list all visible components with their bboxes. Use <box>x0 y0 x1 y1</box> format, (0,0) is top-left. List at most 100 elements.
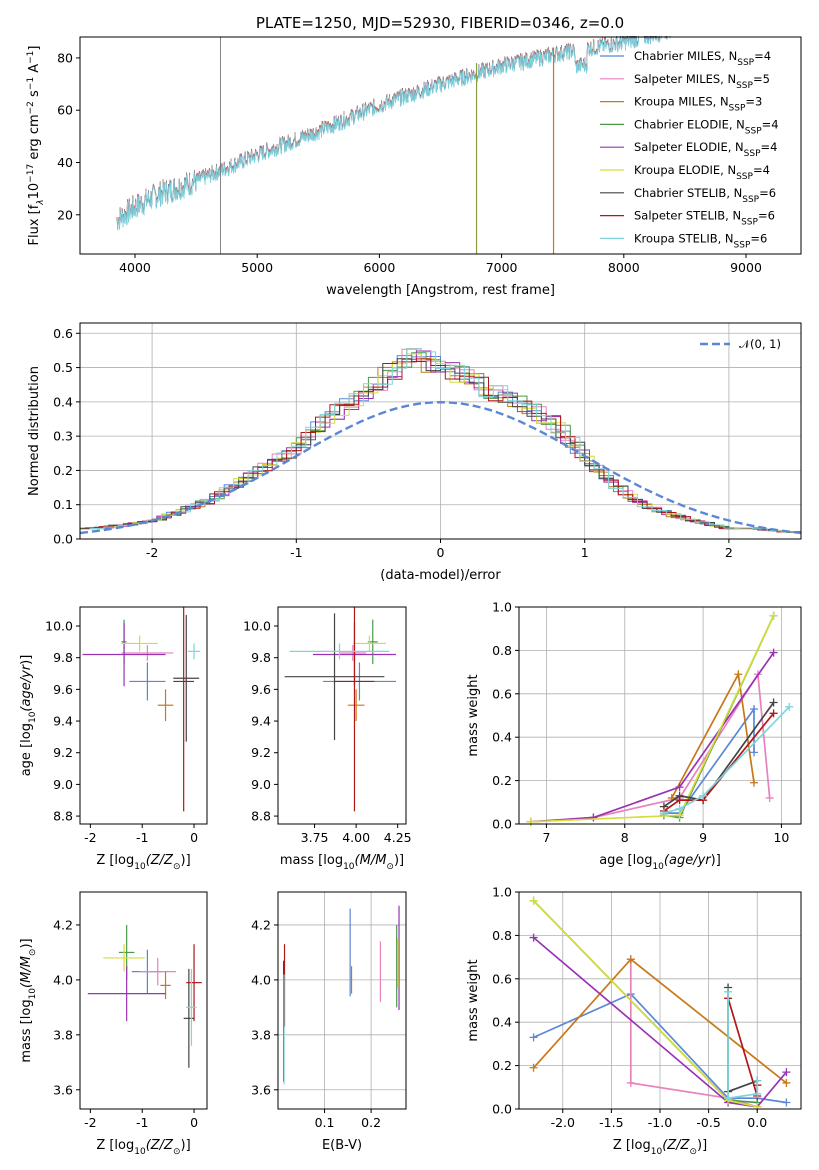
legend-label-salpeter_miles: Salpeter MILES, NSSP=5 <box>634 72 770 91</box>
y-tick-label: 9.6 <box>53 682 73 697</box>
y-tick-label: 9.4 <box>53 714 73 729</box>
spectrum-line <box>116 38 671 231</box>
y-axis-label: age [log10(age/yr)] <box>19 655 38 777</box>
x-axis-label: Z [log10(Z/Z⊙)] <box>96 853 190 872</box>
x-axis-label: Z [log10(Z/Z⊙)] <box>96 1138 190 1157</box>
figure-title: PLATE=1250, MJD=52930, FIBERID=0346, z=0… <box>256 14 624 32</box>
weight-line <box>727 991 759 1100</box>
y-tick-label: 9.2 <box>251 745 271 760</box>
y-tick-label: 9.8 <box>251 650 271 665</box>
weight-line <box>727 998 759 1097</box>
legend-label-kroupa_miles: Kroupa MILES, NSSP=3 <box>634 95 762 114</box>
y-axis-label: mass weight <box>466 674 481 756</box>
weight-marker <box>626 955 635 964</box>
y-tick-label: 9.4 <box>251 714 271 729</box>
axes-frame <box>79 891 208 1110</box>
x-tick-label: 3.75 <box>301 830 329 845</box>
y-tick-label: 20 <box>57 207 73 222</box>
legend-label-chabrier_elodie: Chabrier ELODIE, NSSP=4 <box>634 117 779 136</box>
x-tick-label: 0 <box>190 830 198 845</box>
x-tick-label: -0.5 <box>696 1115 720 1130</box>
y-tick-label: 0.2 <box>492 773 512 788</box>
x-tick-label: -1 <box>136 1115 148 1130</box>
legend-label-salpeter_stelib: Salpeter STELIB, NSSP=6 <box>634 209 775 228</box>
x-tick-label: 7000 <box>486 260 518 275</box>
x-tick-label: 0 <box>190 1115 198 1130</box>
axes-frame <box>79 606 208 825</box>
weight-marker <box>769 709 778 718</box>
y-tick-label: 40 <box>57 155 73 170</box>
weight-marker <box>753 1089 762 1098</box>
x-tick-label: 0.0 <box>747 1115 767 1130</box>
weight-marker <box>724 1094 733 1103</box>
weight-marker <box>724 987 733 996</box>
y-tick-label: 8.8 <box>53 809 73 824</box>
weight-marker <box>750 704 758 713</box>
legend-label-gaussian: 𝒩(0, 1) <box>739 337 781 351</box>
weight-marker <box>753 1076 762 1085</box>
x-axis-label: (data-model)/error <box>380 568 501 583</box>
y-axis-label: mass weight <box>466 959 481 1041</box>
histogram-step <box>80 352 801 533</box>
weight-line <box>663 712 775 812</box>
y-tick-label: 3.6 <box>251 1082 271 1097</box>
y-tick-label: 0.3 <box>53 429 73 444</box>
weight-marker <box>769 698 778 707</box>
weight-marker <box>529 896 538 905</box>
weight-marker <box>526 817 535 826</box>
weight-marker <box>782 1078 791 1087</box>
x-tick-label: -1.0 <box>648 1115 672 1130</box>
y-tick-label: 4.0 <box>251 972 271 987</box>
x-tick-label: -1 <box>290 545 302 560</box>
weight-marker <box>675 804 684 813</box>
y-tick-label: 0.5 <box>53 360 73 375</box>
weight-marker <box>529 1033 538 1042</box>
weight-marker <box>769 648 778 657</box>
y-tick-label: 3.8 <box>251 1027 271 1042</box>
y-tick-label: 80 <box>57 50 73 65</box>
x-axis-label: mass [log10(M/M⊙)] <box>280 853 404 872</box>
x-tick-label: 8 <box>621 830 629 845</box>
y-axis-label: mass [log10(M/M⊙)] <box>19 938 38 1062</box>
weight-line <box>533 936 788 1108</box>
x-tick-label: 4.25 <box>384 830 412 845</box>
y-tick-label: 0.0 <box>53 532 73 547</box>
y-tick-label: 10.0 <box>243 619 271 634</box>
x-tick-label: 4.00 <box>342 830 370 845</box>
panel-residuals: -2 -1 0 1 2 0.0 0.1 0.2 0.3 0.4 0.5 0.6 (data-model)… <box>27 322 802 583</box>
x-tick-label: 10 <box>773 830 789 845</box>
x-tick-label: 6000 <box>363 260 395 275</box>
weight-line <box>663 706 790 814</box>
weight-marker <box>626 1078 635 1087</box>
panels: 4000 5000 6000 7000 8000 900020406080waveleng… <box>19 36 802 1157</box>
weight-line <box>663 702 775 808</box>
y-tick-label: 0.2 <box>492 1058 512 1073</box>
weight-marker <box>765 793 774 802</box>
y-tick-label: 9.8 <box>53 650 73 665</box>
y-tick-label: 0.6 <box>53 326 73 341</box>
y-tick-label: 0.2 <box>53 463 73 478</box>
x-axis-label: age [log10(age/yr)] <box>599 853 721 872</box>
y-tick-label: 1.0 <box>492 600 512 615</box>
y-tick-label: 0.4 <box>53 394 73 409</box>
y-tick-label: 0.0 <box>492 817 512 832</box>
y-tick-label: 4.2 <box>53 917 73 932</box>
x-axis-label: Z [log10(Z/Z⊙)] <box>613 1138 707 1157</box>
weight-marker <box>734 670 743 679</box>
weight-marker <box>782 1098 791 1107</box>
x-tick-label: -2 <box>146 545 158 560</box>
x-tick-label: 7 <box>542 830 550 845</box>
weight-marker <box>699 791 708 800</box>
axes-frame <box>277 606 407 825</box>
x-tick-label: -2 <box>84 1115 96 1130</box>
weight-marker <box>750 778 758 787</box>
y-tick-label: 1.0 <box>492 885 512 900</box>
y-tick-label: 60 <box>57 103 73 118</box>
y-tick-label: 0.4 <box>492 1015 512 1030</box>
y-tick-label: 0.0 <box>492 1102 512 1117</box>
y-tick-label: 4.2 <box>251 917 271 932</box>
axes-frame <box>518 606 802 825</box>
y-tick-label: 9.2 <box>53 745 73 760</box>
legend-label-kroupa_stelib: Kroupa STELIB, NSSP=6 <box>634 231 767 250</box>
